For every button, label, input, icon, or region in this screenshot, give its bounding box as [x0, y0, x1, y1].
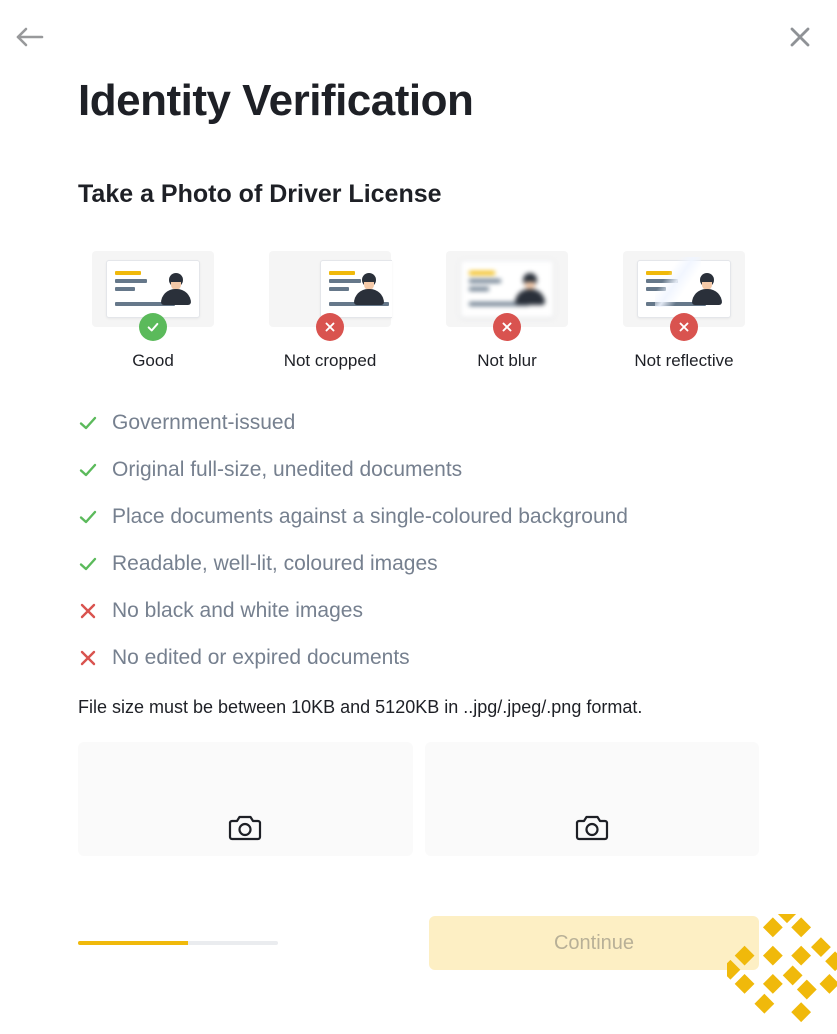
example-label: Good: [132, 351, 174, 371]
example-label: Not cropped: [284, 351, 377, 371]
x-badge-icon: [316, 313, 344, 341]
example-card: [446, 251, 568, 327]
x-badge-icon: [493, 313, 521, 341]
close-icon: [788, 25, 812, 49]
example-card: [623, 251, 745, 327]
check-icon: [78, 413, 98, 438]
example-label: Not reflective: [634, 351, 733, 371]
page-title: Identity Verification: [78, 76, 759, 126]
page-subtitle: Take a Photo of Driver License: [78, 180, 759, 209]
file-note: File size must be between 10KB and 5120K…: [78, 697, 759, 718]
rule-item: Original full-size, unedited documents: [78, 456, 759, 485]
rule-text: Readable, well-lit, coloured images: [112, 550, 438, 578]
rule-text: Place documents against a single-coloure…: [112, 503, 628, 531]
example-item: Not blur: [432, 251, 582, 371]
rule-item: Place documents against a single-coloure…: [78, 503, 759, 532]
example-card: [92, 251, 214, 327]
camera-icon: [575, 812, 609, 842]
upload-front[interactable]: [78, 742, 413, 856]
rule-text: Original full-size, unedited documents: [112, 456, 462, 484]
x-icon: [78, 601, 98, 626]
continue-button[interactable]: Continue: [429, 916, 759, 970]
example-label: Not blur: [477, 351, 537, 371]
camera-icon: [228, 812, 262, 842]
rule-text: Government-issued: [112, 409, 295, 437]
x-icon: [78, 648, 98, 673]
check-icon: [78, 507, 98, 532]
rule-item: Government-issued: [78, 409, 759, 438]
rules-list: Government-issued Original full-size, une…: [78, 409, 759, 673]
progress-bar: [78, 941, 278, 945]
upload-row: [78, 742, 759, 856]
upload-back[interactable]: [425, 742, 760, 856]
x-badge-icon: [670, 313, 698, 341]
check-icon: [78, 460, 98, 485]
progress-fill: [78, 941, 188, 945]
check-icon: [78, 554, 98, 579]
check-badge-icon: [139, 313, 167, 341]
example-item: Not cropped: [255, 251, 405, 371]
back-button[interactable]: [12, 20, 46, 54]
close-button[interactable]: [783, 20, 817, 54]
example-card: [269, 251, 391, 327]
arrow-left-icon: [14, 25, 44, 49]
rule-item: No edited or expired documents: [78, 644, 759, 673]
rule-item: Readable, well-lit, coloured images: [78, 550, 759, 579]
rule-text: No black and white images: [112, 597, 363, 625]
examples-row: Good Not cropped Not blur Not reflective: [78, 251, 759, 371]
rule-item: No black and white images: [78, 597, 759, 626]
rule-text: No edited or expired documents: [112, 644, 410, 672]
example-item: Good: [78, 251, 228, 371]
example-item: Not reflective: [609, 251, 759, 371]
